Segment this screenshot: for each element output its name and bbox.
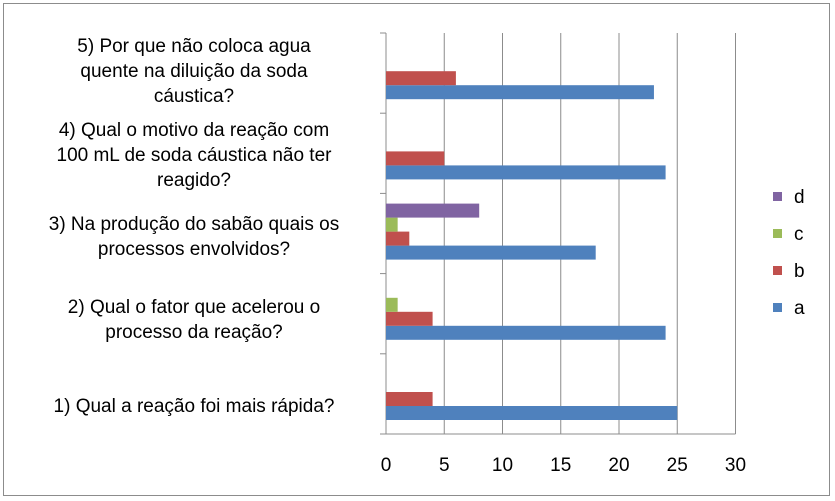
bar-q2-b — [386, 311, 433, 326]
legend-swatch-c — [773, 229, 782, 238]
bar-q2-a — [386, 325, 666, 340]
x-tick-label-20: 20 — [608, 455, 629, 476]
bar-q3-d — [386, 203, 480, 218]
bar-q4-a — [386, 165, 666, 180]
category-label-1: 1) Qual a reação foi mais rápida? — [53, 395, 335, 417]
bar-q1-a — [386, 406, 678, 420]
x-tick-label-25: 25 — [667, 455, 688, 476]
category-label-4: 4) Qual o motivo da reação com 100 mL de… — [56, 119, 332, 191]
bar-q1-b — [386, 392, 433, 406]
x-tick-label-30: 30 — [725, 455, 746, 476]
bar-q3-b — [386, 231, 410, 246]
bar-q4-b — [386, 151, 445, 166]
bar-q5-b — [386, 71, 456, 86]
bar-q5-a — [386, 85, 654, 100]
chart-frame: 0 5 10 15 20 25 30 d c b a 1) Qual a reação foi ma… — [3, 3, 830, 496]
category-label-2: 2) Qual o fator que acelerou o processo … — [67, 297, 321, 343]
bar-q3-c — [386, 217, 398, 232]
x-tick-label-5: 5 — [439, 455, 450, 476]
bar-q3-a — [386, 245, 596, 260]
x-tick-label-0: 0 — [381, 455, 392, 476]
category-label-3: 3) Na produção do sabão quais os process… — [48, 214, 340, 260]
legend-swatch-b — [773, 266, 782, 275]
x-tick-label-10: 10 — [492, 455, 513, 476]
legend-swatch-a — [773, 303, 782, 312]
legend-label-c: c — [794, 224, 804, 245]
legend-label-a: a — [794, 298, 805, 319]
bar-q2-c — [386, 297, 398, 312]
category-label-5: 5) Por que não coloca agua quente na dil… — [77, 35, 311, 107]
legend-label-d: d — [794, 187, 805, 208]
x-tick-label-15: 15 — [550, 455, 571, 476]
legend-label-b: b — [794, 261, 805, 282]
legend-swatch-d — [773, 192, 782, 201]
